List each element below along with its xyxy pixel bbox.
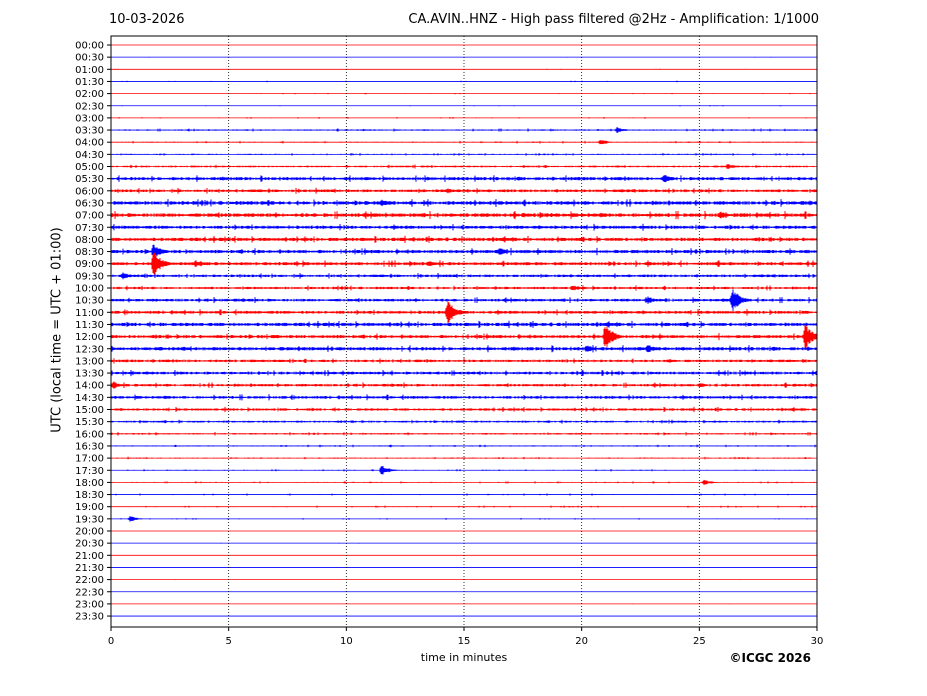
y-tick-label: 21:30 bbox=[75, 563, 104, 574]
date-label: 10-03-2026 bbox=[109, 12, 185, 27]
y-tick-label: 01:30 bbox=[75, 77, 104, 88]
y-tick-label: 19:00 bbox=[75, 502, 104, 513]
y-tick-label: 18:00 bbox=[75, 478, 104, 489]
y-tick-label: 07:00 bbox=[75, 211, 104, 222]
y-tick-label: 03:00 bbox=[75, 113, 104, 124]
y-tick-label: 19:30 bbox=[75, 514, 104, 525]
trace-0730 bbox=[110, 223, 818, 231]
trace-0900 bbox=[110, 252, 818, 275]
x-tick-label: 20 bbox=[575, 636, 588, 647]
y-tick-label: 09:00 bbox=[75, 259, 104, 270]
y-tick-label: 23:30 bbox=[75, 612, 104, 623]
y-tick-label: 16:00 bbox=[75, 429, 104, 440]
y-tick-label: 11:30 bbox=[75, 320, 104, 331]
y-tick-label: 15:00 bbox=[75, 405, 104, 416]
y-tick-label: 10:30 bbox=[75, 296, 104, 307]
trace-0400 bbox=[110, 140, 818, 145]
x-tick-label: 25 bbox=[693, 636, 706, 647]
y-tick-label: 06:30 bbox=[75, 198, 104, 209]
trace-1730 bbox=[110, 466, 818, 475]
y-tick-label: 12:00 bbox=[75, 332, 104, 343]
y-tick-label: 16:30 bbox=[75, 441, 104, 452]
x-tick-label: 0 bbox=[108, 636, 114, 647]
x-tick-label: 5 bbox=[225, 636, 231, 647]
y-tick-label: 14:00 bbox=[75, 381, 104, 392]
y-tick-label: 10:00 bbox=[75, 284, 104, 295]
y-tick-label: 13:00 bbox=[75, 356, 104, 367]
y-tick-label: 20:00 bbox=[75, 527, 104, 538]
y-tick-label: 12:30 bbox=[75, 344, 104, 355]
y-tick-label: 01:00 bbox=[75, 65, 104, 76]
y-tick-label: 13:30 bbox=[75, 369, 104, 380]
y-tick-label: 03:30 bbox=[75, 126, 104, 137]
y-tick-label: 20:30 bbox=[75, 539, 104, 550]
y-tick-label: 06:00 bbox=[75, 186, 104, 197]
y-tick-label: 18:30 bbox=[75, 490, 104, 501]
y-tick-label: 14:30 bbox=[75, 393, 104, 404]
x-tick-label: 30 bbox=[811, 636, 824, 647]
y-tick-label: 02:00 bbox=[75, 89, 104, 100]
y-tick-label: 23:00 bbox=[75, 599, 104, 610]
y-tick-label: 07:30 bbox=[75, 223, 104, 234]
y-tick-label: 05:30 bbox=[75, 174, 104, 185]
trace-0700 bbox=[110, 210, 818, 220]
plot-frame bbox=[110, 35, 818, 628]
trace-0630 bbox=[110, 199, 818, 207]
y-tick-label: 22:00 bbox=[75, 575, 104, 586]
x-tick-label: 15 bbox=[458, 636, 471, 647]
trace-0800 bbox=[110, 235, 818, 244]
y-tick-label: 21:00 bbox=[75, 551, 104, 562]
y-tick-label: 00:00 bbox=[75, 41, 104, 52]
grid-group bbox=[228, 36, 700, 627]
y-tick-label: 02:30 bbox=[75, 101, 104, 112]
y-tick-label: 05:00 bbox=[75, 162, 104, 173]
y-tick-label: 04:30 bbox=[75, 150, 104, 161]
y-tick-label: 15:30 bbox=[75, 417, 104, 428]
trace-0530 bbox=[110, 175, 818, 183]
y-tick-label: 00:30 bbox=[75, 53, 104, 64]
y-tick-label: 08:30 bbox=[75, 247, 104, 258]
copyright-label: ©ICGC 2026 bbox=[729, 651, 811, 665]
y-axis-label: UTC (local time = UTC + 01:00) bbox=[49, 227, 65, 433]
y-tick-label: 08:00 bbox=[75, 235, 104, 246]
y-tick-label: 22:30 bbox=[75, 587, 104, 598]
trace-1630 bbox=[110, 444, 818, 448]
y-tick-label: 17:00 bbox=[75, 454, 104, 465]
x-tick-label: 10 bbox=[340, 636, 353, 647]
y-tick-label: 17:30 bbox=[75, 466, 104, 477]
x-axis-label: time in minutes bbox=[420, 651, 508, 664]
chart-title: CA.AVIN..HNZ - High pass filtered @2Hz -… bbox=[408, 12, 819, 27]
y-tick-label: 11:00 bbox=[75, 308, 104, 319]
y-tick-label: 09:30 bbox=[75, 271, 104, 282]
y-tick-label: 04:00 bbox=[75, 138, 104, 149]
